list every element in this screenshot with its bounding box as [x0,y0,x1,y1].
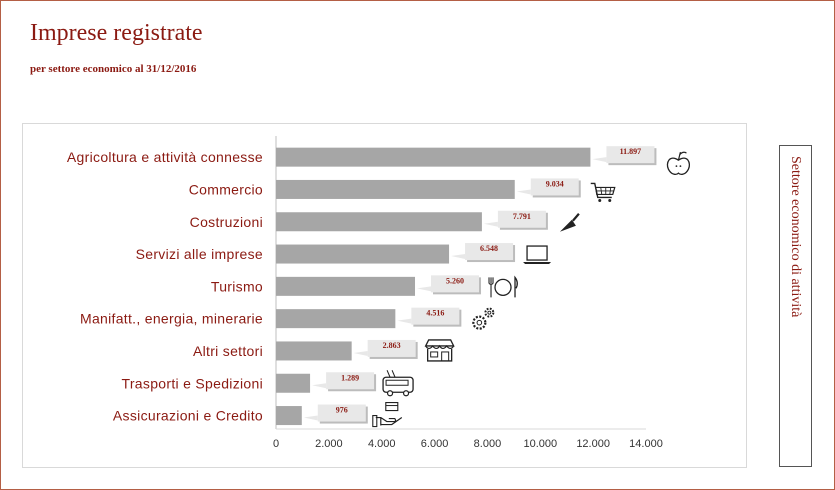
x-tick-label: 12.000 [576,438,610,450]
category-label: Manifatt., energia, minerarie [80,311,263,327]
shop-icon [424,339,455,362]
bus-icon [382,370,414,397]
x-tick-label: 2.000 [315,438,343,450]
page-title: Imprese registrate [30,20,203,46]
callout-pointer [397,318,412,324]
data-label: 7.791 [513,212,531,221]
x-tick-label: 8.000 [474,438,502,450]
category-label: Servizi alle imprese [136,246,263,262]
callout-box [431,275,480,293]
side-label-box: Settore economico di attività [779,145,812,467]
callout-box [317,404,366,422]
category-label: Assicurazioni e Credito [113,408,263,424]
category-label: Agricoltura e attività connesse [67,149,263,165]
data-label: 5.260 [446,276,464,285]
callout-pointer [516,189,531,195]
bar [276,276,416,296]
callout-box [497,210,546,228]
cart-icon [590,182,616,202]
chart-area: 0 2.000 4.000 6.000 8.000 10.000 12.000 14.000 A… [22,123,747,468]
dining-icon [488,275,518,298]
callout-pointer [303,415,318,421]
category-label: Commercio [189,181,263,197]
bar [276,309,396,329]
data-label: 4.516 [426,309,444,318]
data-label: 11.897 [620,147,642,156]
side-label: Settore economico di attività [788,156,803,318]
category-label: Turismo [211,278,263,294]
category-label: Altri settori [193,343,263,359]
bar [276,244,450,264]
data-label: 6.548 [480,244,498,253]
trowel-icon [559,213,580,232]
data-label: 9.034 [546,179,564,188]
bar [276,341,352,361]
x-tick-label: 14.000 [629,438,663,450]
data-label: 976 [336,406,348,415]
callout-box [465,243,514,261]
category-label: Costruzioni [190,214,263,230]
laptop-icon [523,245,552,265]
callout-box [367,339,416,357]
bar [276,373,311,393]
bar [276,212,482,232]
callout-box [326,372,375,390]
x-tick-label: 10.000 [523,438,557,450]
gears-icon [472,307,495,330]
category-label: Trasporti e Spedizioni [122,375,263,391]
callout-box [411,307,460,325]
x-tick-label: 0 [273,438,279,450]
bar [276,147,591,167]
bar [276,406,302,426]
callout-pointer [483,221,498,227]
callout-pointer [312,383,327,389]
callout-pointer [451,254,466,260]
data-label: 2.863 [383,341,401,350]
x-tick-label: 6.000 [421,438,449,450]
callout-box [530,178,579,196]
page-subtitle: per settore economico al 31/12/2016 [30,63,197,75]
data-label: 1.289 [341,373,359,382]
hand-card-icon [372,401,403,428]
callout-pointer [353,350,368,356]
x-tick-label: 4.000 [368,438,396,450]
callout-pointer [417,286,432,292]
callout-pointer [592,157,607,163]
bar-chart: 0 2.000 4.000 6.000 8.000 10.000 12.000 14.000 A… [67,136,691,450]
apple-icon [666,151,691,175]
callout-box [606,146,655,164]
bar [276,179,515,199]
